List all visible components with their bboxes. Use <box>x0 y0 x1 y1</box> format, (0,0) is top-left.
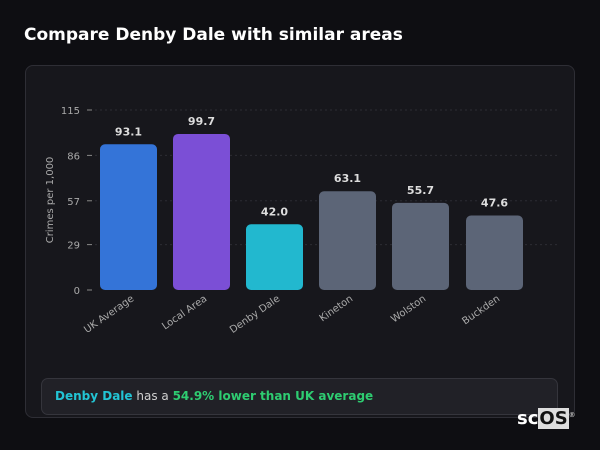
x-tick-label: Buckden <box>460 293 502 327</box>
y-tick-label: 29 <box>67 241 80 252</box>
page-title: Compare Denby Dale with similar areas <box>24 25 403 45</box>
summary-box: Denby Dale has a 54.9% lower than UK ave… <box>41 378 558 415</box>
bar-buckden <box>466 215 523 290</box>
data-label: 99.7 <box>188 115 215 128</box>
y-tick-label: 115 <box>61 106 80 117</box>
x-tick-label: Denby Dale <box>228 293 282 336</box>
y-axis-label: Crimes per 1,000 <box>45 157 56 244</box>
bar-wolston <box>392 202 449 290</box>
y-tick-label: 86 <box>67 151 80 162</box>
summary-highlight: 54.9% lower than UK average <box>172 389 374 403</box>
logo-text-os: OS <box>538 408 569 429</box>
data-label: 63.1 <box>334 172 361 185</box>
data-label: 42.0 <box>261 205 288 218</box>
logo-text: sc <box>517 408 539 429</box>
data-label: 93.1 <box>115 125 142 138</box>
data-label: 47.6 <box>481 196 508 209</box>
bar-kineton <box>319 191 376 290</box>
summary-area-name: Denby Dale <box>55 389 133 403</box>
bar-uk-average <box>100 144 157 290</box>
bar-denby-dale <box>246 224 303 290</box>
summary-text: has a <box>132 389 173 403</box>
y-tick-label: 57 <box>67 197 80 208</box>
logo-mark: ® <box>568 411 576 419</box>
x-tick-label: UK Average <box>82 293 136 335</box>
y-tick-label: 0 <box>74 286 80 297</box>
data-label: 55.7 <box>407 184 434 197</box>
x-tick-label: Wolston <box>389 293 428 325</box>
bar-local-area <box>173 133 230 290</box>
scos-logo: scOS® <box>517 408 576 429</box>
x-tick-label: Local Area <box>160 293 209 332</box>
x-tick-label: Kineton <box>318 293 356 324</box>
